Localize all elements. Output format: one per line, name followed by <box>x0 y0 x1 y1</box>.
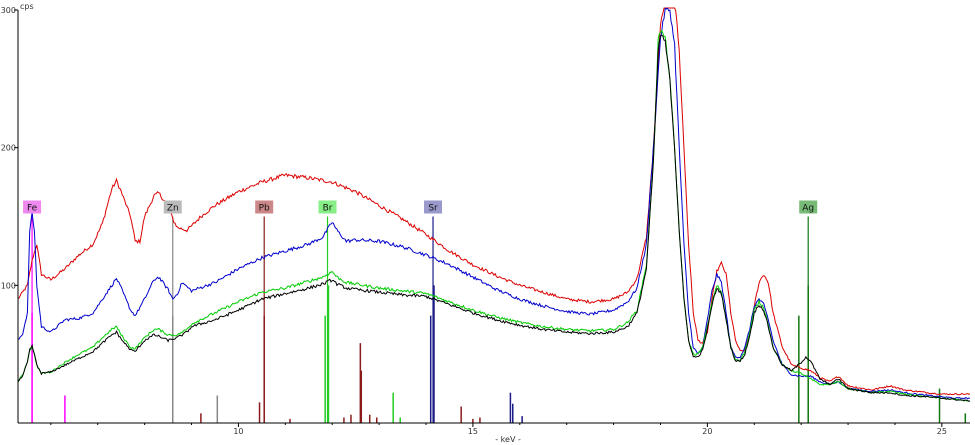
element-marker-lines <box>31 216 809 423</box>
element-marker-label: Sr <box>428 204 438 214</box>
element-marker-label: Zn <box>167 204 179 214</box>
element-marker-labels: Fe Zn Pb Br Sr Ag <box>23 200 818 214</box>
y-tick-label: 300 <box>1 6 16 15</box>
element-marker-box <box>318 200 337 214</box>
y-tick-label: 100 <box>1 281 16 290</box>
element-marker-box <box>424 200 443 214</box>
element-marker-label: Fe <box>27 204 38 214</box>
x-tick-label: 10 <box>233 427 243 436</box>
element-marker-label: Pb <box>259 204 270 214</box>
spectrum-line-2 <box>17 7 971 400</box>
x-tick-label: 15 <box>468 427 478 436</box>
y-axis-unit: cps <box>20 2 34 11</box>
y-tick-label: 200 <box>1 144 16 153</box>
spectrum-line-3 <box>17 29 971 402</box>
element-marker-box <box>23 200 42 214</box>
element-marker-box <box>255 200 274 214</box>
element-marker-ag: Ag <box>799 200 818 214</box>
x-tick-label: 25 <box>937 427 947 436</box>
x-axis-unit: - keV - <box>495 435 521 444</box>
element-marker-br: Br <box>318 200 337 214</box>
emission-lines <box>31 285 967 423</box>
element-marker-box <box>163 200 182 214</box>
spectrum-series <box>17 7 971 402</box>
element-marker-pb: Pb <box>255 200 274 214</box>
element-marker-label: Ag <box>802 204 814 214</box>
axes: cps - keV - <box>17 2 970 444</box>
element-marker-zn: Zn <box>163 200 182 214</box>
spectrum-line-4 <box>17 34 971 402</box>
element-marker-sr: Sr <box>424 200 443 214</box>
element-marker-box <box>799 200 818 214</box>
x-tick-label: 20 <box>702 427 712 436</box>
element-marker-label: Br <box>323 204 333 214</box>
spectrum-line-1 <box>17 7 971 396</box>
element-marker-fe: Fe <box>23 200 42 214</box>
axis-ticks: 100 200 300 10 15 20 25 <box>1 6 947 436</box>
